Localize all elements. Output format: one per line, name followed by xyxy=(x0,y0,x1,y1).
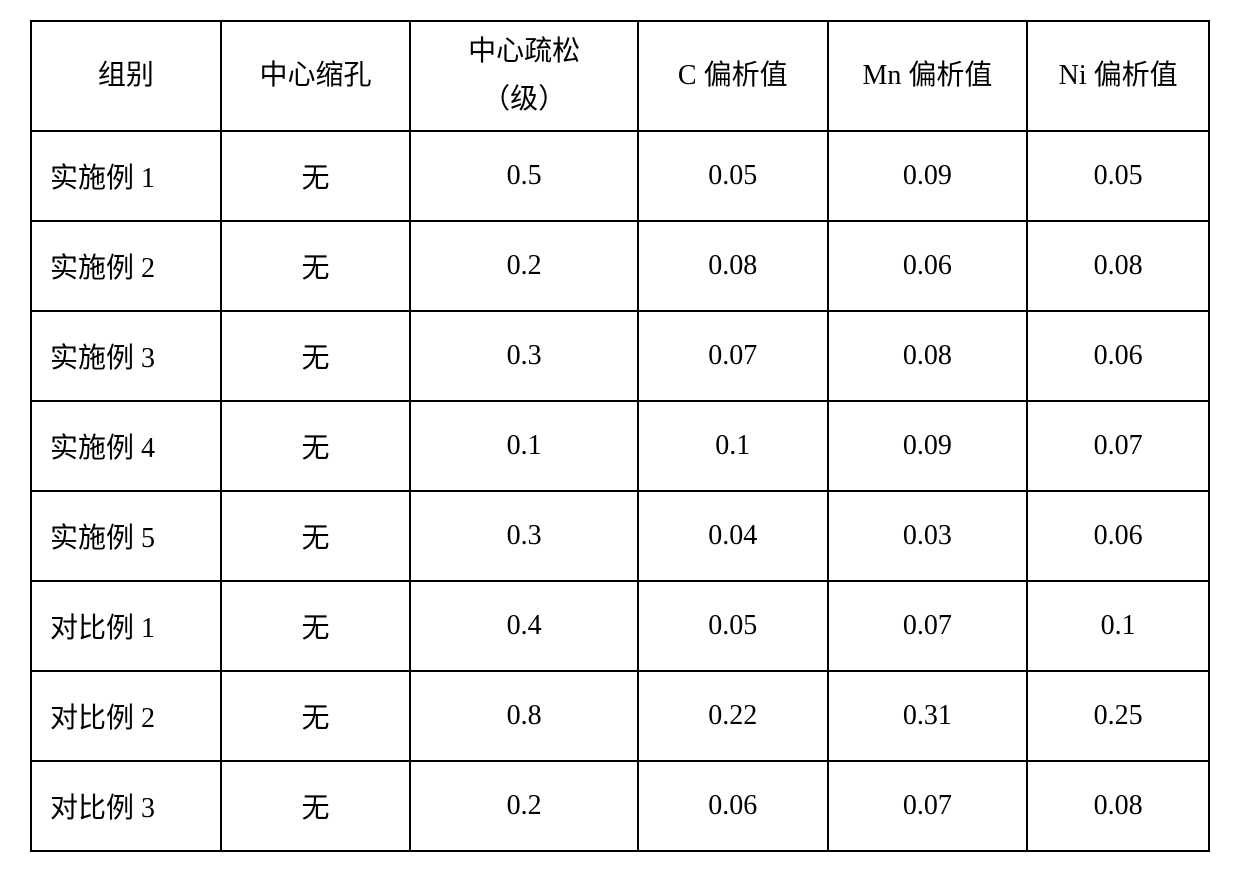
cell-shrinkage: 无 xyxy=(221,131,411,221)
cell-ni-segregation: 0.07 xyxy=(1027,401,1209,491)
cell-group: 实施例 4 xyxy=(31,401,221,491)
cell-shrinkage: 无 xyxy=(221,311,411,401)
cell-ni-segregation: 0.06 xyxy=(1027,311,1209,401)
cell-porosity: 0.3 xyxy=(410,491,638,581)
column-header-c-segregation: C 偏析值 xyxy=(638,21,828,131)
cell-c-segregation: 0.22 xyxy=(638,671,828,761)
table-row: 对比例 2 无 0.8 0.22 0.31 0.25 xyxy=(31,671,1209,761)
column-header-group: 组别 xyxy=(31,21,221,131)
table-row: 实施例 3 无 0.3 0.07 0.08 0.06 xyxy=(31,311,1209,401)
cell-porosity: 0.8 xyxy=(410,671,638,761)
cell-shrinkage: 无 xyxy=(221,581,411,671)
cell-shrinkage: 无 xyxy=(221,401,411,491)
cell-c-segregation: 0.04 xyxy=(638,491,828,581)
cell-porosity: 0.5 xyxy=(410,131,638,221)
table-header-row: 组别 中心缩孔 中心疏松 （级） C 偏析值 Mn 偏析值 Ni 偏析值 xyxy=(31,21,1209,131)
cell-group: 实施例 2 xyxy=(31,221,221,311)
column-header-porosity-line2: （级） xyxy=(482,84,566,115)
cell-mn-segregation: 0.09 xyxy=(828,131,1028,221)
cell-group: 实施例 5 xyxy=(31,491,221,581)
table-row: 对比例 1 无 0.4 0.05 0.07 0.1 xyxy=(31,581,1209,671)
cell-ni-segregation: 0.05 xyxy=(1027,131,1209,221)
cell-ni-segregation: 0.08 xyxy=(1027,221,1209,311)
cell-mn-segregation: 0.07 xyxy=(828,761,1028,851)
cell-shrinkage: 无 xyxy=(221,491,411,581)
table-row: 实施例 1 无 0.5 0.05 0.09 0.05 xyxy=(31,131,1209,221)
cell-c-segregation: 0.05 xyxy=(638,581,828,671)
cell-ni-segregation: 0.08 xyxy=(1027,761,1209,851)
cell-mn-segregation: 0.09 xyxy=(828,401,1028,491)
cell-mn-segregation: 0.31 xyxy=(828,671,1028,761)
cell-c-segregation: 0.05 xyxy=(638,131,828,221)
table-row: 实施例 5 无 0.3 0.04 0.03 0.06 xyxy=(31,491,1209,581)
cell-mn-segregation: 0.08 xyxy=(828,311,1028,401)
cell-group: 实施例 1 xyxy=(31,131,221,221)
cell-porosity: 0.3 xyxy=(410,311,638,401)
cell-mn-segregation: 0.06 xyxy=(828,221,1028,311)
column-header-center-shrinkage: 中心缩孔 xyxy=(221,21,411,131)
cell-ni-segregation: 0.25 xyxy=(1027,671,1209,761)
column-header-center-porosity: 中心疏松 （级） xyxy=(410,21,638,131)
cell-c-segregation: 0.06 xyxy=(638,761,828,851)
table-body: 实施例 1 无 0.5 0.05 0.09 0.05 实施例 2 无 0.2 0… xyxy=(31,131,1209,851)
cell-porosity: 0.4 xyxy=(410,581,638,671)
cell-mn-segregation: 0.07 xyxy=(828,581,1028,671)
cell-group: 对比例 1 xyxy=(31,581,221,671)
cell-c-segregation: 0.08 xyxy=(638,221,828,311)
cell-c-segregation: 0.1 xyxy=(638,401,828,491)
cell-c-segregation: 0.07 xyxy=(638,311,828,401)
table-row: 实施例 2 无 0.2 0.08 0.06 0.08 xyxy=(31,221,1209,311)
cell-porosity: 0.2 xyxy=(410,221,638,311)
cell-shrinkage: 无 xyxy=(221,761,411,851)
cell-shrinkage: 无 xyxy=(221,221,411,311)
table-row: 对比例 3 无 0.2 0.06 0.07 0.08 xyxy=(31,761,1209,851)
cell-shrinkage: 无 xyxy=(221,671,411,761)
cell-ni-segregation: 0.06 xyxy=(1027,491,1209,581)
cell-group: 对比例 3 xyxy=(31,761,221,851)
cell-mn-segregation: 0.03 xyxy=(828,491,1028,581)
column-header-ni-segregation: Ni 偏析值 xyxy=(1027,21,1209,131)
column-header-porosity-line1: 中心疏松 xyxy=(468,36,580,67)
cell-group: 实施例 3 xyxy=(31,311,221,401)
cell-porosity: 0.1 xyxy=(410,401,638,491)
column-header-mn-segregation: Mn 偏析值 xyxy=(828,21,1028,131)
cell-ni-segregation: 0.1 xyxy=(1027,581,1209,671)
table-row: 实施例 4 无 0.1 0.1 0.09 0.07 xyxy=(31,401,1209,491)
cell-porosity: 0.2 xyxy=(410,761,638,851)
cell-group: 对比例 2 xyxy=(31,671,221,761)
data-table: 组别 中心缩孔 中心疏松 （级） C 偏析值 Mn 偏析值 Ni 偏析值 实施例… xyxy=(30,20,1210,852)
